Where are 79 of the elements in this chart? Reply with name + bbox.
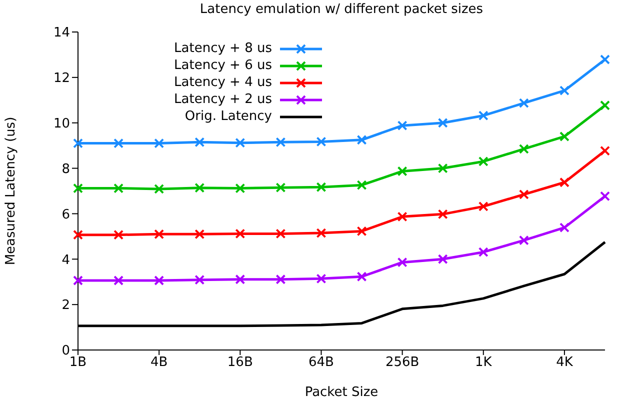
point <box>114 183 124 194</box>
point <box>316 136 326 147</box>
point <box>154 229 164 240</box>
point <box>235 138 246 148</box>
point <box>154 138 164 148</box>
point <box>518 98 529 108</box>
point <box>438 163 448 174</box>
legend-label: Latency + 2 us <box>174 91 272 108</box>
point <box>73 275 83 286</box>
point <box>194 229 205 240</box>
y-axis-title: Measured Latency (us) <box>4 116 19 266</box>
point <box>316 274 326 284</box>
point <box>73 230 83 240</box>
legend-label: Latency + 4 us <box>174 74 272 91</box>
legend-label: Orig. Latency <box>184 108 272 125</box>
y-tick-label: 8 <box>62 162 70 177</box>
point <box>438 209 448 220</box>
point <box>518 235 529 246</box>
point <box>559 86 570 96</box>
x-tick-label: 64B <box>308 355 334 370</box>
point <box>114 230 124 240</box>
point <box>235 183 246 194</box>
legend-label: Latency + 6 us <box>174 57 272 74</box>
point <box>478 110 488 121</box>
point <box>478 156 488 166</box>
point <box>73 183 83 194</box>
point <box>559 177 570 188</box>
point <box>600 100 610 110</box>
point <box>276 274 286 284</box>
point <box>397 257 408 268</box>
point <box>154 275 164 286</box>
x-tick-label: 1B <box>69 355 87 370</box>
point <box>397 120 408 131</box>
point <box>600 54 610 64</box>
point <box>600 191 610 202</box>
y-tick-label: 14 <box>53 26 70 41</box>
point <box>600 146 610 156</box>
point <box>316 228 326 238</box>
point <box>438 118 448 128</box>
point <box>559 222 570 233</box>
point <box>397 166 408 176</box>
chart-title: Latency emulation w/ different packet sizes <box>198 2 484 17</box>
point <box>194 137 205 148</box>
point <box>356 272 367 282</box>
point <box>154 184 164 194</box>
point <box>518 189 529 200</box>
x-tick-label: 4K <box>556 355 574 370</box>
point <box>356 134 367 145</box>
point <box>276 228 286 239</box>
point <box>559 131 570 142</box>
point <box>276 137 286 148</box>
point <box>438 254 448 264</box>
point <box>518 144 529 154</box>
point <box>194 274 205 285</box>
point <box>478 247 488 258</box>
point <box>397 212 408 222</box>
y-tick-label: 6 <box>62 207 70 222</box>
point <box>73 138 83 148</box>
point <box>235 228 246 239</box>
point <box>194 182 205 193</box>
x-tick-label: 16B <box>227 355 253 370</box>
y-tick-label: 12 <box>53 71 70 86</box>
y-tick-label: 4 <box>62 252 70 268</box>
y-tick-label: 10 <box>53 116 70 132</box>
legend-label: Latency + 8 us <box>174 40 272 57</box>
point <box>356 226 367 236</box>
x-axis-title: Packet Size <box>304 385 378 400</box>
point <box>114 275 124 286</box>
point <box>478 201 488 212</box>
x-tick-label: 4B <box>150 355 168 370</box>
point <box>316 182 326 192</box>
x-tick-label: 1K <box>474 355 492 370</box>
point <box>235 274 246 284</box>
x-tick-label: 256B <box>385 355 420 370</box>
point <box>276 182 286 193</box>
y-tick-label: 2 <box>62 298 70 314</box>
point <box>114 138 124 148</box>
point <box>356 180 367 190</box>
y-tick-label: 0 <box>62 344 70 359</box>
